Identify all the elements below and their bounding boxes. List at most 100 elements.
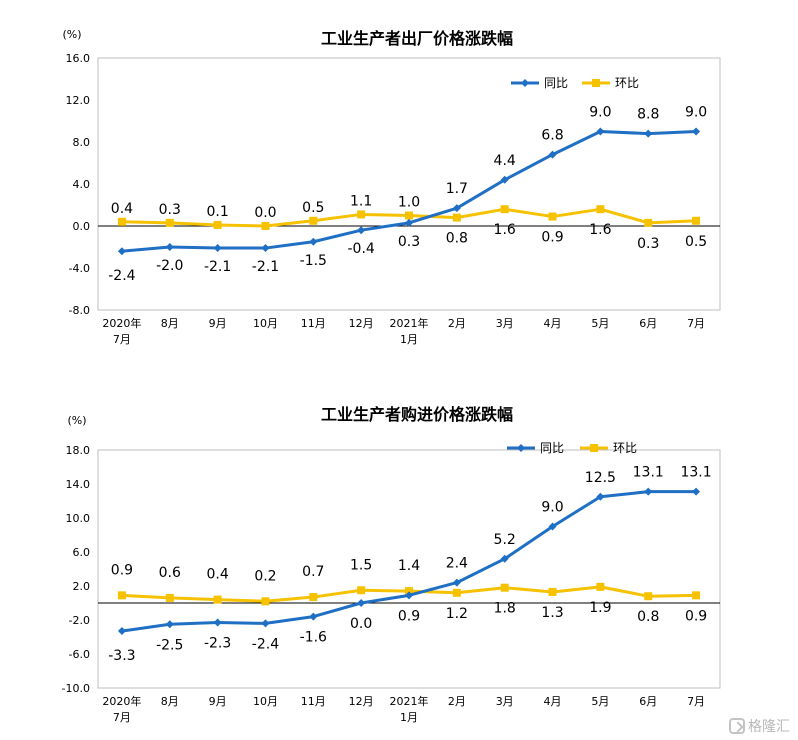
y-tick-label: 10.0 <box>66 512 91 525</box>
data-label-mom: 0.3 <box>159 202 181 218</box>
data-label-mom: 0.9 <box>685 608 707 624</box>
data-label-yoy: -1.5 <box>300 253 327 269</box>
data-point-mom <box>405 211 413 220</box>
data-label-yoy: 4.4 <box>494 153 516 169</box>
data-label-mom: 0.2 <box>254 568 276 584</box>
data-point-mom <box>309 216 318 225</box>
data-point-mom <box>213 595 222 604</box>
data-label-yoy: -2.0 <box>156 258 183 274</box>
x-tick-label: 2021年 1月 <box>390 694 429 724</box>
data-label-yoy: -2.4 <box>252 636 279 652</box>
x-tick-label: 7月 <box>687 317 705 330</box>
data-label-mom: 1.3 <box>541 605 563 621</box>
x-tick-label: 4月 <box>544 317 562 330</box>
data-label-mom: 1.6 <box>494 222 516 238</box>
data-label-mom: 0.4 <box>111 201 133 217</box>
data-label-yoy: -2.1 <box>252 259 279 275</box>
gelonghui-logo-icon <box>729 718 745 734</box>
y-tick-label: 12.0 <box>66 94 91 107</box>
y-tick-label: 18.0 <box>66 444 91 457</box>
data-point-yoy <box>548 522 557 531</box>
y-tick-label: -8.0 <box>69 304 90 317</box>
x-tick-label: 2月 <box>448 317 466 330</box>
x-tick-label: 2020年 7月 <box>102 316 141 346</box>
data-point-yoy <box>357 226 366 235</box>
data-label-mom: 1.1 <box>350 193 372 209</box>
watermark: 格隆汇 <box>729 716 790 736</box>
y-tick-label: 6.0 <box>73 546 91 559</box>
legend-marker-mom <box>590 444 598 452</box>
x-tick-label: 2月 <box>448 695 466 708</box>
data-label-yoy: 0.0 <box>350 616 372 632</box>
data-point-mom <box>357 210 366 219</box>
y-tick-label: 8.0 <box>73 136 91 149</box>
y-axis-unit-label: (%) <box>67 414 86 427</box>
data-point-mom <box>117 591 126 600</box>
data-label-mom: 0.9 <box>111 562 133 578</box>
data-point-mom <box>117 217 126 226</box>
x-tick-label: 6月 <box>639 695 657 708</box>
chart-ppi-purchase: 工业生产者购进价格涨跌幅 (%) 18.0 14.0 10.0 6.0 2.0 -2.0 -6.… <box>62 405 721 724</box>
data-point-yoy <box>596 492 605 501</box>
data-label-yoy: 1.7 <box>446 181 468 197</box>
data-point-mom <box>309 593 318 602</box>
data-label-yoy: -2.4 <box>108 268 135 284</box>
legend-marker-yoy <box>521 79 529 87</box>
data-point-yoy <box>500 554 509 563</box>
data-point-mom <box>548 587 557 596</box>
data-point-yoy <box>692 127 701 136</box>
data-point-yoy <box>548 150 557 159</box>
x-tick-label: 2020年 7月 <box>102 694 141 724</box>
x-tick-label: 5月 <box>591 695 609 708</box>
data-point-yoy <box>692 487 701 496</box>
x-tick-label: 5月 <box>591 317 609 330</box>
data-point-mom <box>261 222 270 230</box>
data-label-mom: 0.5 <box>302 200 324 216</box>
data-label-yoy: 13.1 <box>633 465 664 481</box>
x-tick-label: 7月 <box>687 695 705 708</box>
chart-title: 工业生产者购进价格涨跌幅 <box>321 405 513 424</box>
data-point-mom <box>405 587 413 596</box>
data-point-mom <box>357 586 366 595</box>
legend-marker-mom <box>592 79 600 87</box>
y-tick-label: 4.0 <box>73 178 91 191</box>
data-point-mom <box>213 220 222 229</box>
y-tick-label: -10.0 <box>62 682 90 695</box>
chart-title: 工业生产者出厂价格涨跌幅 <box>321 29 513 48</box>
data-label-mom: 1.8 <box>494 601 516 617</box>
data-point-yoy <box>261 619 270 628</box>
data-label-yoy: 13.1 <box>680 465 711 481</box>
x-tick-label: 4月 <box>544 695 562 708</box>
data-label-yoy: 9.0 <box>541 500 563 516</box>
legend-label-mom: 环比 <box>613 441 637 455</box>
data-label-mom: 0.5 <box>685 234 707 250</box>
data-point-yoy <box>452 578 461 587</box>
x-tick-label: 9月 <box>209 695 227 708</box>
data-point-yoy <box>117 247 126 256</box>
legend-label-mom: 环比 <box>615 76 639 90</box>
data-label-yoy: -1.6 <box>300 630 327 646</box>
data-point-mom <box>644 218 653 227</box>
x-tick-label: 11月 <box>301 317 326 330</box>
data-point-yoy <box>452 204 461 213</box>
y-tick-label: -4.0 <box>69 262 90 275</box>
data-label-yoy: 0.9 <box>398 608 420 624</box>
data-point-yoy <box>165 620 174 629</box>
data-label-mom: 0.8 <box>446 231 468 247</box>
data-point-mom <box>261 597 270 606</box>
data-label-mom: 1.4 <box>398 558 420 574</box>
data-label-mom: 0.4 <box>206 567 228 583</box>
data-label-yoy: 5.2 <box>494 532 516 548</box>
data-point-mom <box>452 588 461 597</box>
y-tick-label: 0.0 <box>73 220 91 233</box>
data-point-mom <box>644 592 653 601</box>
x-tick-label: 3月 <box>496 317 514 330</box>
data-label-mom: 1.0 <box>398 195 420 211</box>
data-label-mom: 0.8 <box>637 609 659 625</box>
data-point-yoy <box>213 244 222 253</box>
data-label-yoy: 0.3 <box>398 234 420 250</box>
data-point-yoy <box>644 129 653 138</box>
data-label-mom: 0.0 <box>254 205 276 221</box>
data-label-yoy: 8.8 <box>637 107 659 123</box>
y-tick-label: 16.0 <box>66 52 91 65</box>
